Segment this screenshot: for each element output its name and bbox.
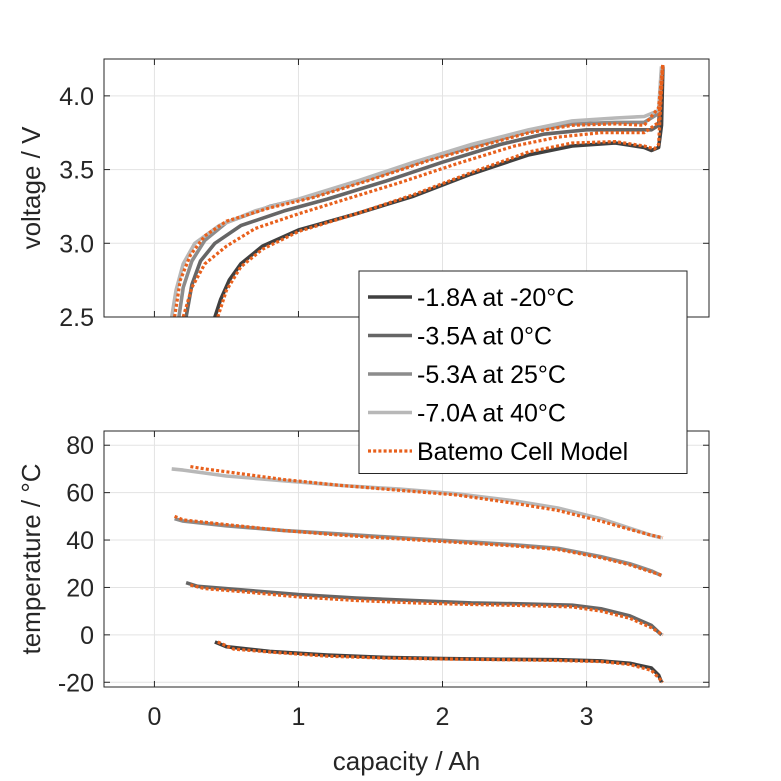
temperature-ytick-label: 20 [66,574,94,602]
voltage-series [169,63,665,317]
temperature-series-model-5 [190,583,664,637]
temperature-series-model-6 [173,514,664,578]
temperature-ticks: 0 1 2 3 -20 0 20 40 60 80 [58,431,709,731]
voltage-ytick-label: 3.0 [59,230,94,258]
legend-label-batemo-cell-model: Batemo Cell Model [417,438,628,466]
temperature-ytick-label: 60 [66,480,94,508]
voltage-ytick-label: 4.0 [59,83,94,111]
voltage-series-7-0a-at-40-c [169,66,664,317]
voltage-series-3-5a-at-0-c [184,73,664,317]
voltage-series-model-5 [173,63,665,317]
temperature-xtick-label: 3 [580,703,594,731]
voltage-series-model-6 [181,66,665,317]
temperature-ytick-label: 80 [66,432,94,460]
legend-label-3-5a-at-0-c: -3.5A at 0°C [417,323,552,351]
temperature-axis-label: temperature / °C [16,463,46,654]
legend: -1.8A at -20°C -3.5A at 0°C -5.3A at 25°C -… [358,270,688,474]
voltage-ticks: 2.5 3.0 3.5 4.0 [59,59,709,332]
temperature-ytick-label: 40 [66,527,94,555]
voltage-series-batemo-cell-model [216,63,665,317]
legend-label-1-8a-at-20-c: -1.8A at -20°C [417,284,574,312]
temperature-series-batemo-cell-model [217,640,665,684]
voltage-ytick-label: 2.5 [59,304,94,332]
legend-label-7-0a-at-40-c: -7.0A at 40°C [417,400,566,428]
temperature-ytick-label: 0 [80,622,94,650]
temperature-xtick-label: 2 [436,703,450,731]
temperature-ytick-label: -20 [58,669,94,697]
capacity-axis-label: capacity / Ah [333,746,480,776]
legend-label-5-3a-at-25-c: -5.3A at 25°C [417,361,566,389]
voltage-axis-label: voltage / V [16,126,46,250]
legend-box [358,270,688,474]
temperature-xtick-label: 0 [147,703,161,731]
voltage-ytick-label: 3.5 [59,157,94,185]
temperature-series [171,465,665,684]
temperature-series-model-7 [190,465,664,540]
temperature-xtick-label: 1 [292,703,306,731]
